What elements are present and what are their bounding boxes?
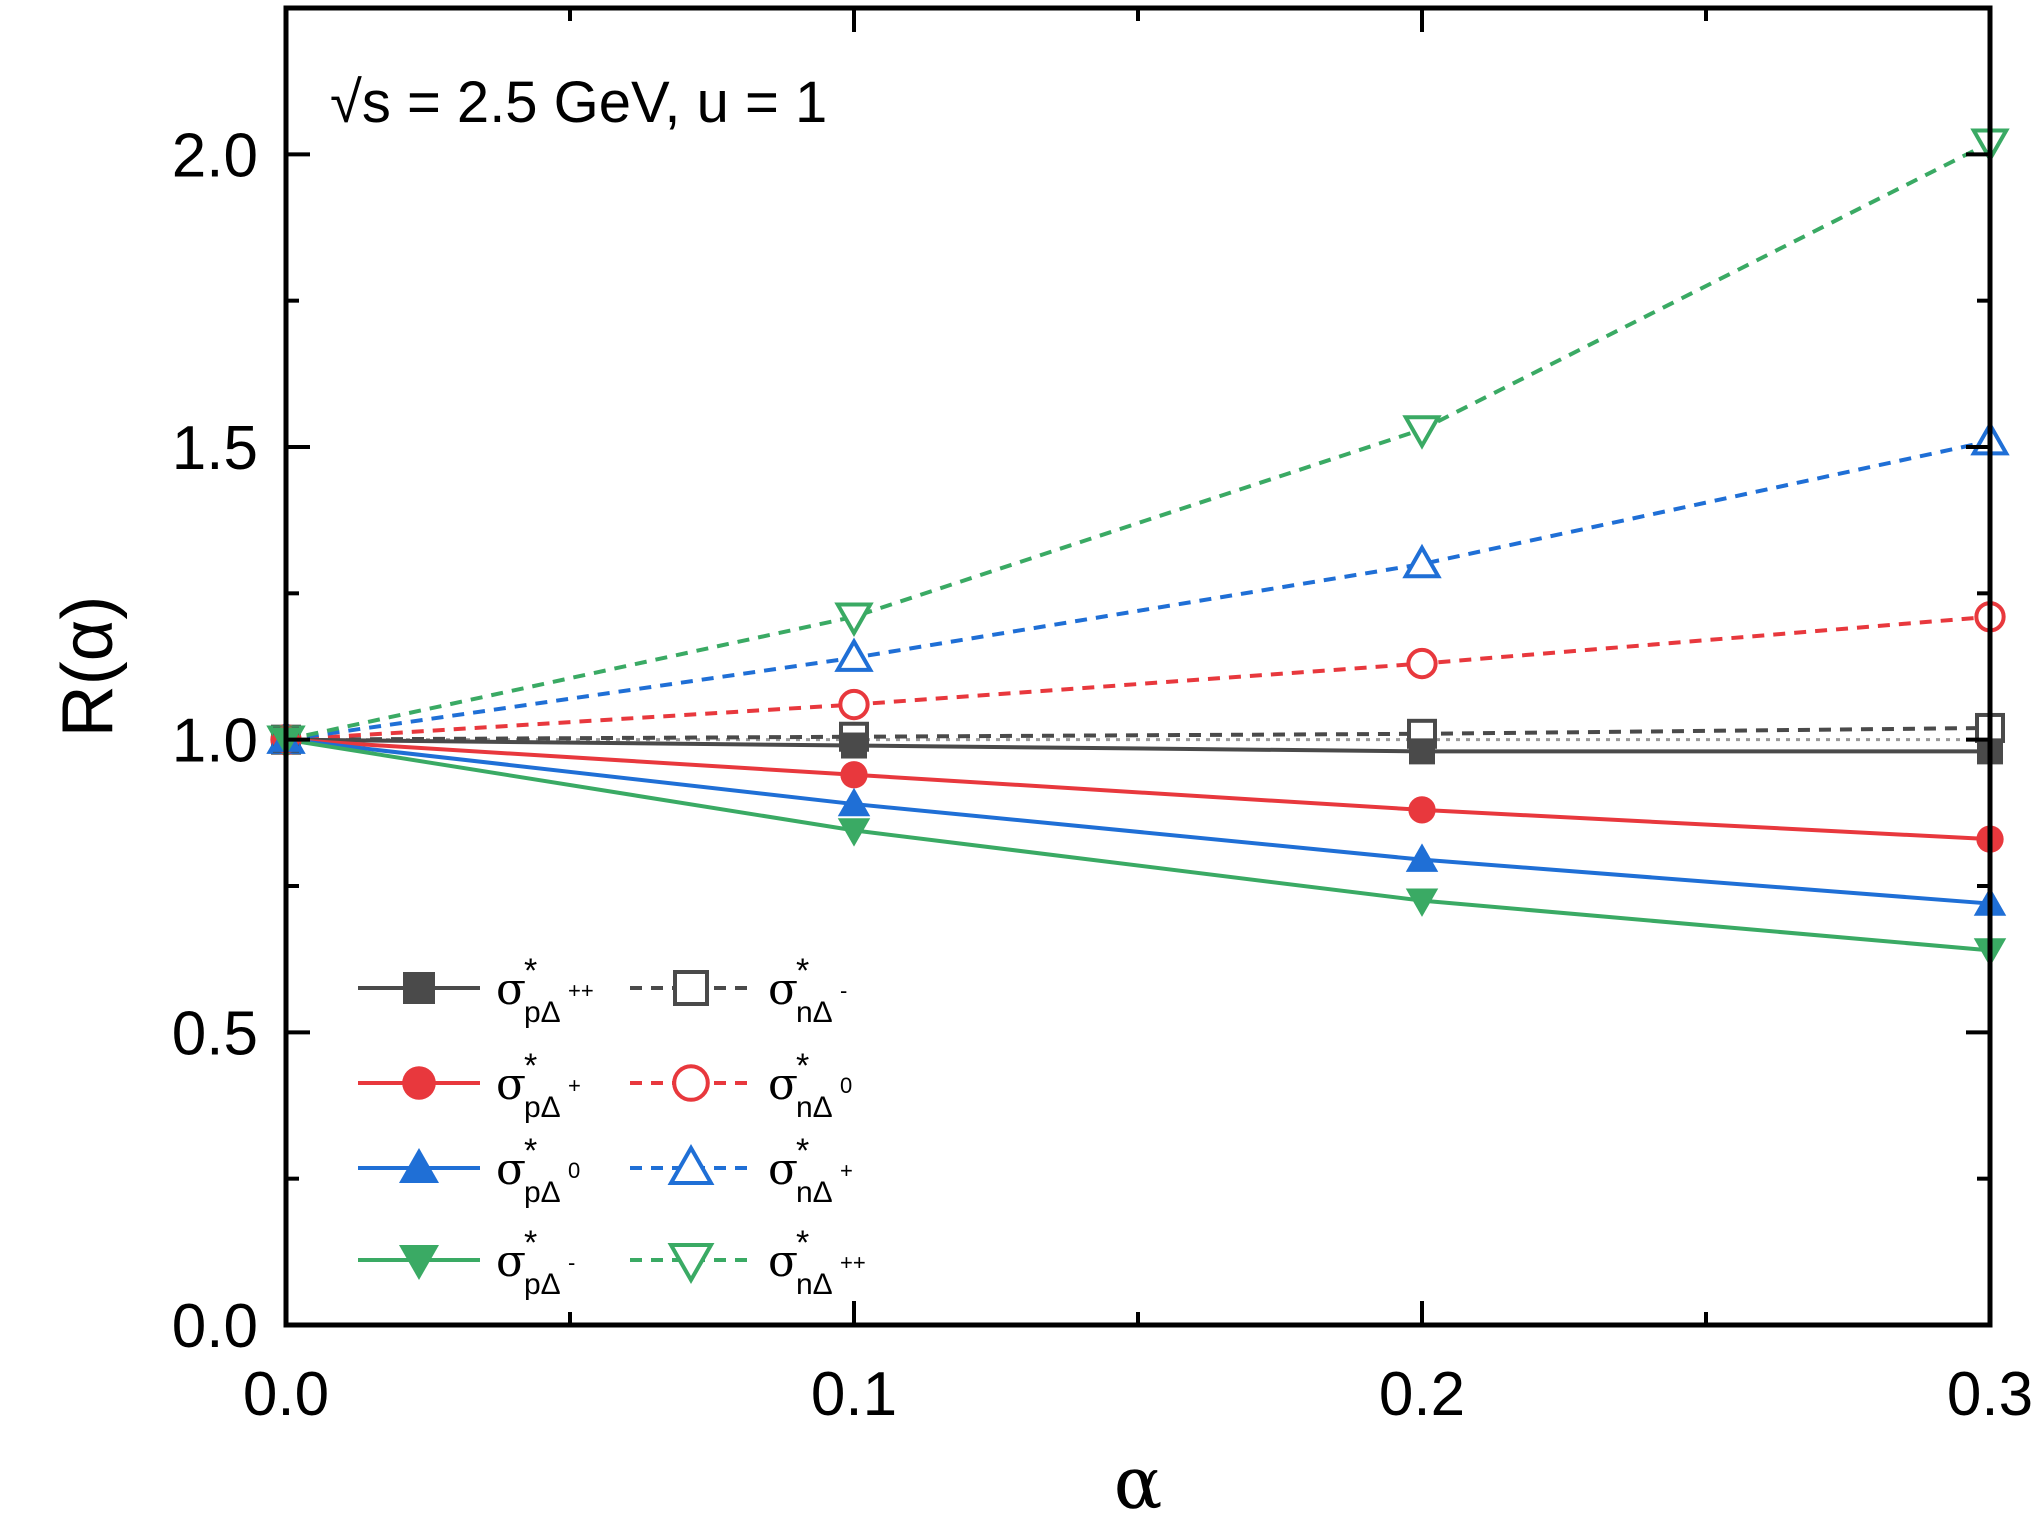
x-tick-label: 0.1 (811, 1360, 897, 1429)
legend-sup-1: + (568, 1073, 581, 1098)
x-axis-label: α (1114, 1441, 1163, 1525)
legend-sup-5: 0 (840, 1073, 852, 1098)
legend-marker-4 (673, 970, 709, 1006)
legend: σ*pΔ++σ*pΔ+σ*pΔ0σ*pΔ-σ*nΔ-σ*nΔ0σ*nΔ+σ*nΔ… (358, 952, 866, 1301)
legend-star-7: * (796, 1224, 809, 1262)
legend-marker-5 (672, 1064, 710, 1102)
legend-sub-3: pΔ (524, 1268, 561, 1301)
legend-sub-1: pΔ (524, 1091, 561, 1124)
legend-star-0: * (524, 952, 537, 990)
legend-sup-6: + (840, 1158, 853, 1183)
legend-marker-0 (403, 972, 435, 1004)
legend-marker-1 (402, 1066, 436, 1100)
data-point-s5-1 (838, 688, 870, 721)
series-line-5 (285, 614, 1991, 742)
legend-sub-0: pΔ (524, 996, 561, 1029)
x-tick-label: 0.2 (1379, 1360, 1465, 1429)
legend-star-2: * (524, 1132, 537, 1170)
series-layer (285, 140, 1991, 953)
legend-star-6: * (796, 1132, 809, 1170)
legend-star-1: * (524, 1047, 537, 1085)
data-point-s6-1 (834, 637, 874, 672)
data-point-s2-1 (837, 787, 871, 817)
plot-frame (283, 5, 1993, 1328)
legend-star-4: * (796, 952, 809, 990)
legend-label-3: σ (496, 1236, 526, 1287)
data-point-s3-1 (837, 818, 871, 847)
series-line-7 (285, 140, 1991, 742)
series-line-6 (285, 439, 1991, 742)
energy-annotation: √s = 2.5 GeV, u = 1 (330, 70, 827, 135)
legend-label-7: σ (768, 1236, 798, 1287)
legend-sup-3: - (568, 1250, 575, 1275)
data-point-s2-2 (1405, 843, 1439, 872)
y-tick-label: 0.5 (172, 999, 258, 1068)
legend-sup-0: ++ (568, 978, 594, 1003)
legend-sub-2: pΔ (524, 1176, 561, 1209)
series-line-3 (285, 737, 1991, 953)
data-point-s0-1 (841, 732, 867, 759)
legend-marker-2 (399, 1148, 439, 1183)
tick-layer: 0.0 0.1 0.2 0.3 0.0 0.5 1.0 1.5 2.0 (172, 8, 2033, 1429)
data-point-s7-2 (1402, 415, 1442, 450)
x-tick-label: 0.3 (1947, 1360, 2033, 1429)
data-point-s1-2 (1408, 796, 1436, 824)
legend-marker-7 (667, 1243, 715, 1285)
legend-marker-3 (399, 1245, 439, 1280)
series-line-2 (285, 737, 1991, 906)
legend-sub-7: nΔ (796, 1268, 833, 1301)
y-tick-label: 1.0 (172, 707, 258, 776)
legend-label-6: σ (768, 1144, 798, 1195)
legend-label-0: σ (496, 964, 526, 1015)
legend-sub-5: nΔ (796, 1091, 833, 1124)
data-point-s5-2 (1406, 647, 1438, 680)
legend-star-3: * (524, 1224, 537, 1262)
series-line-0 (285, 737, 1990, 754)
data-point-s3-2 (1405, 888, 1439, 917)
data-point-s6-2 (1402, 543, 1442, 579)
legend-label-1: σ (496, 1059, 526, 1110)
series-line-4 (285, 725, 1991, 742)
y-tick-label: 1.5 (172, 414, 258, 483)
legend-label-5: σ (768, 1059, 798, 1110)
y-tick-label: 2.0 (172, 121, 258, 190)
legend-marker-6 (667, 1143, 715, 1185)
y-axis-label: R(α) (48, 596, 128, 738)
data-point-s0-2 (1409, 738, 1435, 765)
marker-layer (266, 128, 2010, 967)
x-tick-label: 0.0 (243, 1360, 329, 1429)
legend-sup-4: - (840, 978, 847, 1003)
legend-star-5: * (796, 1047, 809, 1085)
legend-sub-6: nΔ (796, 1176, 833, 1209)
series-line-1 (285, 737, 1991, 842)
data-point-s7-1 (834, 602, 874, 638)
legend-label-4: σ (768, 964, 798, 1015)
legend-sup-7: ++ (840, 1250, 866, 1275)
legend-sup-2: 0 (568, 1158, 580, 1183)
legend-sub-4: nΔ (796, 996, 833, 1029)
data-point-s1-1 (840, 761, 868, 789)
y-tick-label: 0.0 (172, 1292, 258, 1361)
legend-label-2: σ (496, 1144, 526, 1195)
